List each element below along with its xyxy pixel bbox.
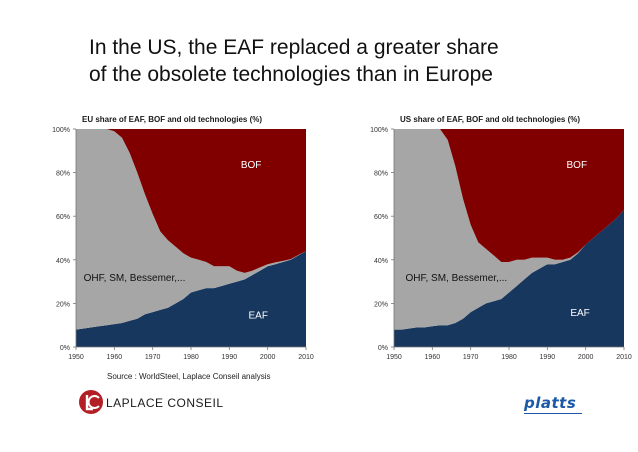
eu-y-tick-label: 80%: [56, 171, 70, 178]
eu-area-label-eaf: EAF: [249, 310, 268, 321]
us-area-chart: US share of EAF, BOF and old technologie…: [370, 115, 632, 361]
us-x-tick-label: 2010: [616, 354, 632, 361]
eu-y-tick-label: 20%: [56, 301, 70, 308]
us-x-tick-label: 1950: [386, 354, 402, 361]
eu-y-tick-label: 0%: [60, 345, 70, 352]
platts-logo: platts: [524, 394, 584, 418]
us-x-tick-label: 1990: [540, 354, 556, 361]
eu-area-ohf-sm-bessemer: [76, 129, 306, 330]
us-y-tick-label: 60%: [374, 214, 388, 221]
us-y-tick-label: 20%: [374, 301, 388, 308]
us-y-tick-label: 40%: [374, 258, 388, 265]
slide-title-line-2: of the obsolete technologies than in Eur…: [89, 63, 493, 86]
us-area-eaf: [394, 209, 624, 347]
source-note: Source : WorldSteel, Laplace Conseil ana…: [107, 372, 271, 381]
eu-chart-title: EU share of EAF, BOF and old technologie…: [82, 115, 262, 124]
us-area-bof: [394, 129, 624, 262]
eu-area-chart: EU share of EAF, BOF and old technologie…: [52, 115, 314, 361]
us-area-label-eaf: EAF: [570, 308, 589, 319]
us-x-tick-label: 1970: [463, 354, 479, 361]
eu-y-tick-label: 40%: [56, 258, 70, 265]
us-x-tick-label: 2000: [578, 354, 594, 361]
us-area-label-ohf-sm-bessemer: OHF, SM, Bessemer,...: [406, 273, 508, 284]
slide-title-line-1: In the US, the EAF replaced a greater sh…: [89, 36, 499, 59]
eu-x-tick-label: 1990: [222, 354, 238, 361]
eu-x-tick-label: 2010: [298, 354, 314, 361]
eu-area-label-ohf-sm-bessemer: OHF, SM, Bessemer,...: [84, 273, 186, 284]
eu-x-tick-label: 2000: [260, 354, 276, 361]
us-x-tick-label: 1980: [501, 354, 517, 361]
slide-title: In the US, the EAF replaced a greater sh…: [89, 34, 609, 88]
eu-x-tick-label: 1960: [107, 354, 123, 361]
eu-x-tick-label: 1950: [68, 354, 84, 361]
eu-x-tick-label: 1970: [145, 354, 161, 361]
laplace-conseil-logo: LAPLACE CONSEIL: [78, 389, 228, 415]
eu-area-label-bof: BOF: [241, 160, 262, 171]
us-y-tick-label: 100%: [370, 127, 388, 134]
laplace-conseil-logo-text: LAPLACE CONSEIL: [106, 396, 224, 410]
eu-y-tick-label: 100%: [52, 127, 70, 134]
us-area-label-bof: BOF: [567, 160, 588, 171]
us-x-tick-label: 1960: [425, 354, 441, 361]
platts-logo-underline: [524, 413, 582, 414]
us-chart-title: US share of EAF, BOF and old technologie…: [400, 115, 580, 124]
eu-area-bof: [76, 129, 306, 273]
eu-x-tick-label: 1980: [183, 354, 199, 361]
us-area-ohf-sm-bessemer: [394, 129, 624, 330]
us-y-tick-label: 0%: [378, 345, 388, 352]
platts-logo-text: platts: [524, 394, 577, 412]
eu-area-eaf: [76, 251, 306, 347]
eu-y-tick-label: 60%: [56, 214, 70, 221]
laplace-conseil-logo-icon: [79, 390, 103, 414]
us-y-tick-label: 80%: [374, 171, 388, 178]
